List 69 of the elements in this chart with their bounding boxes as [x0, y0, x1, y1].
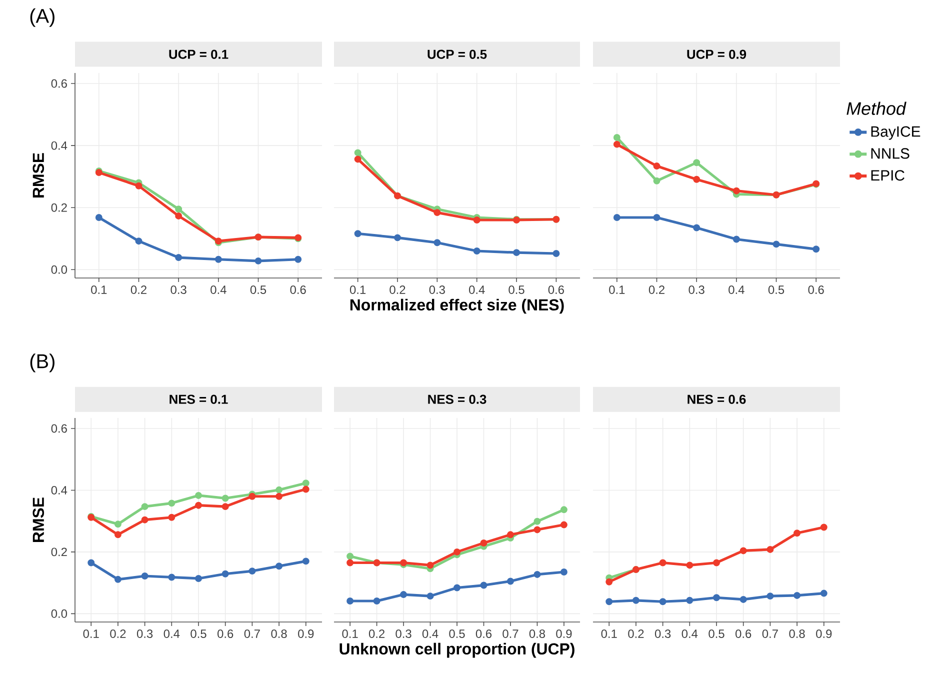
x-tick-label: 0.9 [816, 630, 832, 638]
x-tick-label: 0.3 [396, 630, 412, 638]
x-tick-label: 0.6 [476, 630, 492, 638]
text: (A) [30, 8, 54, 27]
x-tick-label: 0.1 [91, 286, 107, 294]
legend-title: Method [846, 102, 906, 115]
legend-label: BayICE [871, 126, 920, 140]
y-tick-label: 0.0 [51, 609, 68, 618]
x-tick-label: 0.7 [762, 630, 778, 638]
x-tick-label: 0.6 [290, 286, 306, 294]
x-tick-label: 0.5 [708, 630, 724, 638]
x-axis-title: Normalized effect size (NES) [350, 298, 564, 314]
x-tick-label: 0.4 [210, 286, 226, 294]
x-tick-label: 0.6 [808, 286, 824, 294]
x-tick-label: 0.5 [508, 286, 524, 294]
x-tick-label: 0.4 [682, 630, 698, 638]
y-tick-label: 0.4 [51, 486, 68, 494]
chart-title: NES = 0.3 [428, 394, 486, 404]
x-tick-label: 0.1 [342, 630, 358, 638]
chart-title: UCP = 0.5 [428, 50, 487, 59]
chart-title: NES = 0.1 [170, 394, 228, 404]
x-tick-label: 0.8 [271, 630, 287, 638]
legend-label: EPIC [871, 170, 904, 181]
y-tick-label: 0.6 [51, 79, 67, 88]
x-tick-label: 0.7 [244, 630, 260, 638]
x-tick-label: 0.1 [83, 630, 99, 638]
x-tick-label: 0.4 [422, 630, 438, 638]
x-axis-title: Unknown cell proportion (UCP) [340, 642, 574, 658]
y-tick-label: 0.4 [51, 141, 68, 150]
x-tick-label: 0.4 [728, 286, 744, 294]
x-tick-label: 0.6 [548, 286, 564, 294]
y-tick-label: 0.0 [51, 265, 68, 274]
x-tick-label: 0.3 [136, 630, 153, 638]
x-tick-label: 0.6 [218, 630, 234, 638]
x-tick-label: 0.5 [190, 630, 206, 638]
x-tick-label: 0.3 [429, 286, 445, 294]
x-tick-label: 0.2 [368, 630, 384, 638]
x-tick-label: 0.8 [789, 630, 805, 638]
x-tick-label: 0.9 [298, 630, 314, 638]
x-tick-label: 0.4 [164, 630, 180, 638]
chart-title: UCP = 0.9 [687, 50, 746, 59]
chart-title: NES = 0.6 [688, 394, 746, 404]
y-axis-title: RMSE [32, 153, 44, 198]
x-tick-label: 0.3 [170, 286, 186, 294]
y-axis-title: RMSE [32, 498, 44, 542]
x-tick-label: 0.4 [469, 286, 485, 294]
x-tick-label: 0.3 [654, 630, 671, 638]
x-tick-label: 0.2 [390, 286, 406, 294]
x-tick-label: 0.1 [350, 286, 366, 294]
x-tick-label: 0.2 [110, 630, 126, 638]
x-tick-label: 0.2 [628, 630, 644, 638]
y-tick-label: 0.2 [51, 548, 67, 556]
legend-label: NNLS [871, 148, 910, 159]
x-tick-label: 0.8 [529, 630, 546, 638]
x-tick-label: 0.6 [736, 630, 752, 638]
x-tick-label: 0.2 [130, 286, 146, 294]
x-tick-label: 0.2 [648, 286, 664, 294]
y-tick-label: 0.2 [51, 203, 67, 212]
x-tick-label: 0.3 [688, 286, 704, 294]
x-tick-label: 0.1 [609, 286, 625, 294]
x-tick-label: 0.1 [601, 630, 617, 638]
y-tick-label: 0.6 [51, 424, 67, 433]
x-tick-label: 0.5 [250, 286, 266, 294]
text: (B) [30, 354, 54, 372]
x-tick-label: 0.5 [768, 286, 784, 294]
x-tick-label: 0.7 [502, 630, 518, 638]
x-tick-label: 0.9 [556, 630, 572, 638]
chart-title: UCP = 0.1 [169, 50, 228, 59]
x-tick-label: 0.5 [449, 630, 465, 638]
